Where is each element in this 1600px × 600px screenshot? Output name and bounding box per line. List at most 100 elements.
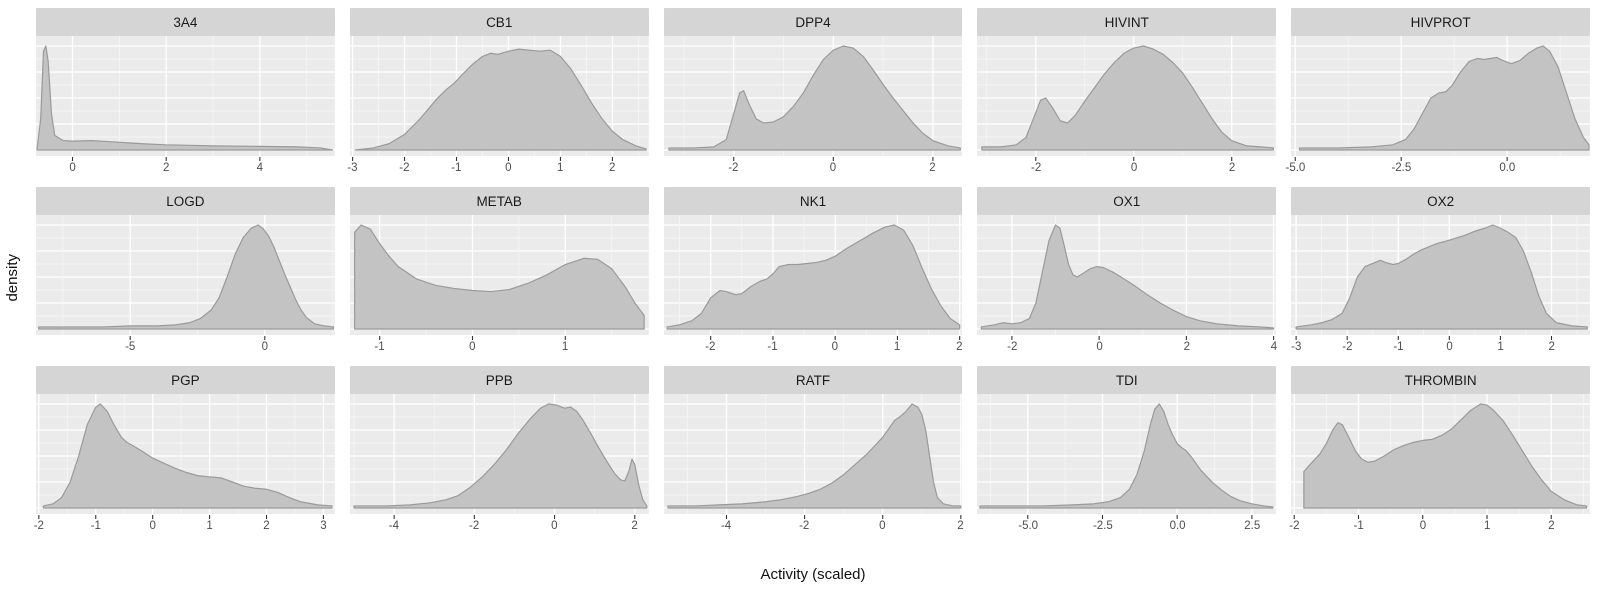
facet-strip-label: OX1 — [977, 187, 1277, 215]
tick-label: 0 — [505, 162, 512, 174]
density-curve — [39, 225, 334, 329]
density-panel — [1291, 394, 1590, 520]
x-axis-tick-labels: 0 2 4 — [36, 162, 335, 179]
tick-label: 0 — [831, 341, 838, 353]
tick-label: -2 — [1007, 341, 1018, 353]
tick-label: -2.5 — [1391, 162, 1412, 174]
facet-RATF: RATF -4 -2 0 2 — [663, 366, 964, 537]
tick-label: -2 — [799, 520, 810, 532]
tick-label: -2 — [728, 162, 739, 174]
density-panel — [349, 394, 649, 520]
tick-label: 0 — [829, 162, 837, 174]
tick-label: -4 — [720, 520, 732, 532]
density-curve — [1300, 46, 1589, 150]
tick-label: 2 — [609, 162, 616, 174]
tick-label: -2 — [705, 341, 716, 353]
tick-label: 2.5 — [1244, 520, 1261, 532]
x-axis-tick-labels: -5.0 -2.5 0.0 — [1286, 162, 1590, 179]
facet-CB1: CB1 -3 -2 -1 0 1 2 — [347, 8, 649, 179]
x-axis-tick-labels: -5.0 -2.5 0.0 2.5 — [977, 520, 1276, 537]
tick-label: 2 — [1548, 520, 1555, 532]
density-panel — [1291, 215, 1590, 341]
tick-label: -4 — [388, 520, 400, 532]
tick-label: -1 — [451, 162, 462, 174]
tick-label: -1 — [374, 341, 385, 353]
density-curve — [37, 46, 333, 150]
x-axis-tick-labels: -2 -1 0 1 2 — [664, 341, 962, 358]
tick-label: -5.0 — [1018, 520, 1039, 532]
density-curve — [354, 225, 644, 329]
density-panel — [349, 36, 649, 162]
y-axis-title-text: density — [4, 253, 21, 302]
tick-label: 3 — [320, 520, 327, 532]
facet-NK1: NK1 -2 -1 0 1 2 — [663, 187, 963, 358]
y-axis-title: density — [4, 0, 21, 555]
density-panel — [36, 215, 335, 341]
density-panel — [663, 394, 963, 520]
x-axis-tick-labels: -2 0 2 — [664, 162, 963, 179]
facet-OX1: OX1 -2 0 2 4 — [977, 187, 1278, 358]
facet-DPP4: DPP4 -2 0 2 — [663, 8, 963, 179]
x-axis-title: Activity (scaled) — [760, 566, 866, 583]
density-curve — [667, 225, 960, 329]
tick-label: 4 — [1270, 341, 1278, 353]
facet-strip-label: CB1 — [349, 8, 649, 36]
tick-label: 0 — [1096, 341, 1103, 353]
density-panel — [36, 394, 335, 520]
tick-label: 1 — [1483, 520, 1491, 532]
tick-label: 0 — [149, 520, 156, 532]
density-panel — [36, 36, 335, 162]
facet-strip-label: PPB — [349, 366, 649, 394]
tick-label: 0 — [879, 520, 886, 532]
tick-label: -1 — [1393, 341, 1404, 353]
facet-strip-label: RATF — [663, 366, 963, 394]
tick-label: 0 — [469, 341, 476, 353]
facet-strip-label: PGP — [36, 366, 335, 394]
tick-label: -3 — [1291, 341, 1302, 353]
density-panel — [663, 36, 963, 162]
tick-label: 2 — [929, 162, 936, 174]
facet-PPB: PPB -4 -2 0 2 — [349, 366, 649, 537]
tick-label: 2 — [1183, 341, 1190, 353]
density-curve — [1296, 225, 1587, 329]
facet-3A4: 3A4 0 2 4 — [36, 8, 335, 179]
density-panel — [1291, 36, 1590, 162]
density-curve — [43, 404, 332, 508]
facet-strip-label: 3A4 — [36, 8, 335, 36]
density-panel — [977, 394, 1277, 520]
tick-label: 2 — [631, 520, 638, 532]
x-axis-tick-labels: -3 -2 -1 0 1 2 — [347, 162, 649, 179]
tick-label: 1 — [1497, 341, 1504, 353]
tick-label: 1 — [206, 520, 213, 532]
tick-label: 2 — [1548, 341, 1555, 353]
facet-strip-label: LOGD — [36, 187, 335, 215]
tick-label: -2 — [1289, 520, 1300, 532]
facet-THROMBIN: THROMBIN -2 -1 0 1 2 — [1289, 366, 1590, 537]
density-curve — [982, 225, 1274, 329]
density-panel — [349, 215, 649, 341]
tick-label: -1 — [1353, 520, 1364, 532]
tick-label: 4 — [256, 162, 264, 174]
facet-METAB: METAB -1 0 1 — [349, 187, 649, 358]
tick-label: 2 — [162, 162, 170, 174]
tick-label: -1 — [767, 341, 778, 353]
facet-strip-label: THROMBIN — [1291, 366, 1590, 394]
x-axis-tick-labels: -3 -2 -1 0 1 2 — [1291, 341, 1590, 358]
tick-label: 1 — [893, 341, 901, 353]
density-curve — [667, 404, 960, 508]
facet-strip-label: METAB — [349, 187, 649, 215]
density-curve — [982, 46, 1273, 150]
density-curve — [1304, 404, 1587, 508]
tick-label: 2 — [263, 520, 270, 532]
tick-label: 0 — [261, 341, 268, 353]
facet-strip-label: HIVPROT — [1291, 8, 1590, 36]
tick-label: -2 — [33, 520, 44, 532]
tick-label: 0.0 — [1169, 520, 1186, 532]
density-panel — [663, 215, 963, 341]
density-curve — [355, 49, 646, 150]
x-axis-tick-labels: -2 0 2 — [977, 162, 1276, 179]
density-curve — [354, 404, 647, 508]
tick-label: -5 — [125, 341, 136, 353]
facet-LOGD: LOGD -5 0 — [36, 187, 335, 358]
